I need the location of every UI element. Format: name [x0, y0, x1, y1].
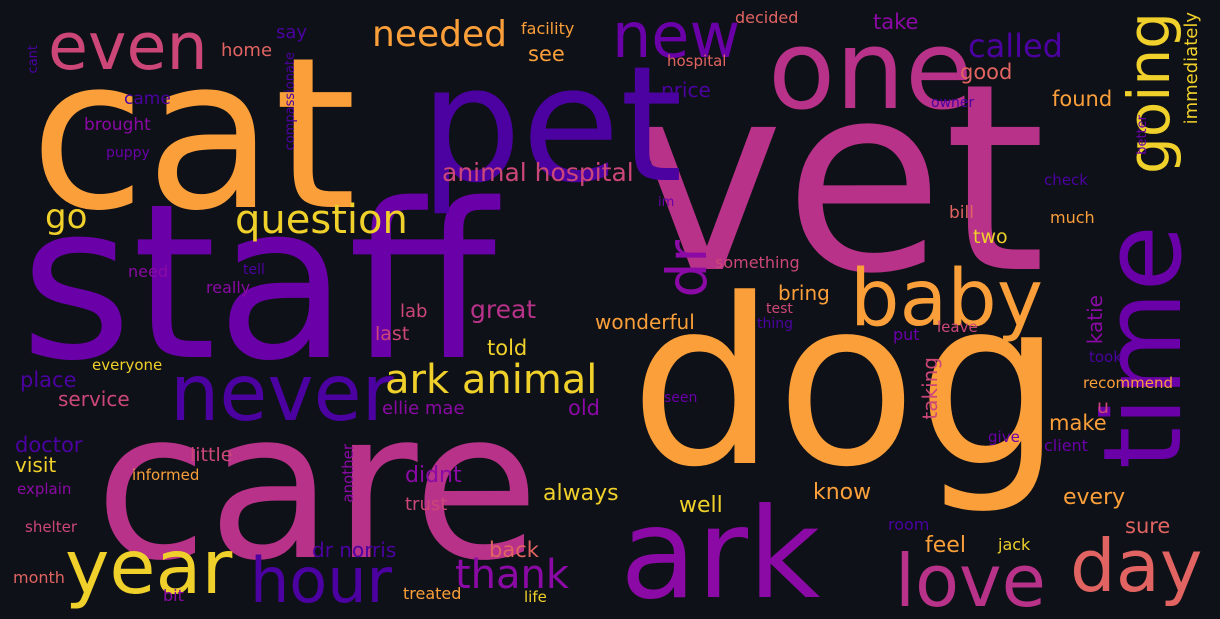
- word-room: room: [888, 515, 930, 534]
- word-put: put: [893, 325, 920, 344]
- word-love: love: [895, 539, 1046, 619]
- word-another: another: [339, 444, 357, 503]
- word-cat: cat: [30, 12, 357, 257]
- word-owner: owner: [931, 95, 975, 111]
- word-explain: explain: [17, 480, 72, 498]
- word-hospital: hospital: [667, 52, 727, 70]
- word-tell: tell: [243, 262, 265, 278]
- word-didnt: didnt: [405, 463, 462, 488]
- word-much: much: [1050, 208, 1095, 227]
- word-hour: hour: [250, 544, 393, 617]
- word-brought: brought: [84, 115, 151, 135]
- word-visit: visit: [15, 453, 57, 477]
- word-last: last: [375, 323, 410, 345]
- word-place: place: [20, 368, 77, 392]
- word-recommend: recommend: [1083, 374, 1173, 392]
- word-needed: needed: [372, 14, 507, 55]
- word-found: found: [1052, 87, 1113, 111]
- word-feel: feel: [925, 533, 966, 558]
- word-great: great: [470, 295, 537, 324]
- word-vet: vet: [630, 29, 1046, 331]
- word-year: year: [65, 523, 233, 611]
- word-two: two: [973, 226, 1008, 248]
- word-really: really: [206, 278, 251, 297]
- word-sure: sure: [1125, 514, 1171, 538]
- word-told: told: [487, 336, 528, 360]
- word-seen: seen: [664, 390, 698, 406]
- word-im: im: [658, 195, 675, 210]
- word-even: even: [48, 10, 208, 85]
- word-u: u: [1097, 396, 1110, 418]
- word-ellie-mae: ellie mae: [382, 398, 465, 419]
- word-treated: treated: [403, 584, 462, 603]
- word-question: question: [235, 197, 408, 243]
- word-called: called: [968, 27, 1063, 65]
- word-jack: jack: [998, 535, 1031, 554]
- word-puppy: puppy: [106, 145, 150, 161]
- word-know: know: [813, 480, 872, 505]
- word-staff: staff: [20, 157, 497, 408]
- word-informed: informed: [132, 466, 200, 484]
- word-see: see: [528, 42, 565, 66]
- word-leave: leave: [937, 318, 978, 336]
- word-home: home: [221, 40, 273, 61]
- word-everyone: everyone: [92, 356, 163, 374]
- word-compassionate: compassionate: [283, 52, 298, 151]
- word-ark: ark: [620, 482, 821, 619]
- word-price: price: [661, 78, 711, 102]
- word-better: better: [1135, 115, 1150, 155]
- word-back: back: [489, 538, 539, 562]
- word-say: say: [276, 22, 308, 43]
- word-every: every: [1063, 485, 1126, 510]
- word-immediately: immediately: [1181, 12, 1202, 125]
- word-life: life: [524, 588, 547, 606]
- word-ark-animal: ark animal: [385, 357, 598, 403]
- word-dr: dr: [655, 240, 719, 298]
- word-baby: baby: [850, 254, 1043, 344]
- word-lab: lab: [400, 301, 428, 322]
- word-well: well: [679, 493, 723, 518]
- word-bill: bill: [949, 203, 974, 223]
- word-thank: thank: [455, 552, 570, 598]
- word-took: took: [1089, 348, 1122, 366]
- word-shelter: shelter: [25, 518, 77, 536]
- word-little: little: [190, 444, 233, 466]
- word-came: came: [124, 89, 171, 109]
- word-wonderful: wonderful: [595, 310, 695, 334]
- word-dog: dog: [630, 251, 1063, 518]
- word-something: something: [715, 253, 800, 272]
- word-cant: cant: [26, 45, 41, 74]
- word-pet: pet: [420, 31, 683, 218]
- word-care: care: [95, 368, 540, 606]
- word-taking: taking: [918, 357, 942, 420]
- word-give: give: [988, 428, 1020, 446]
- word-go: go: [45, 197, 88, 237]
- word-take: take: [873, 10, 919, 34]
- word-doctor: doctor: [15, 433, 83, 457]
- word-service: service: [58, 387, 130, 411]
- word-decided: decided: [735, 8, 799, 27]
- word-client: client: [1044, 436, 1088, 455]
- word-check: check: [1044, 171, 1088, 189]
- word-facility: facility: [521, 19, 575, 38]
- word-bit: bit: [163, 586, 184, 605]
- word-test: test: [766, 301, 793, 317]
- word-good: good: [960, 60, 1013, 84]
- word-one: one: [768, 6, 973, 134]
- word-trust: trust: [405, 494, 448, 515]
- word-day: day: [1070, 524, 1203, 608]
- word-always: always: [543, 481, 619, 506]
- word-animal-hospital: animal hospital: [442, 158, 634, 187]
- word-dr-norris: dr norris: [312, 538, 397, 562]
- word-thing: thing: [757, 316, 794, 332]
- word-bring: bring: [778, 281, 830, 305]
- word-make: make: [1049, 411, 1107, 435]
- word-old: old: [568, 396, 601, 420]
- word-month: month: [13, 568, 65, 587]
- word-new: new: [612, 0, 741, 72]
- word-katie: katie: [1083, 295, 1107, 345]
- word-never: never: [170, 349, 394, 439]
- word-need: need: [128, 262, 168, 281]
